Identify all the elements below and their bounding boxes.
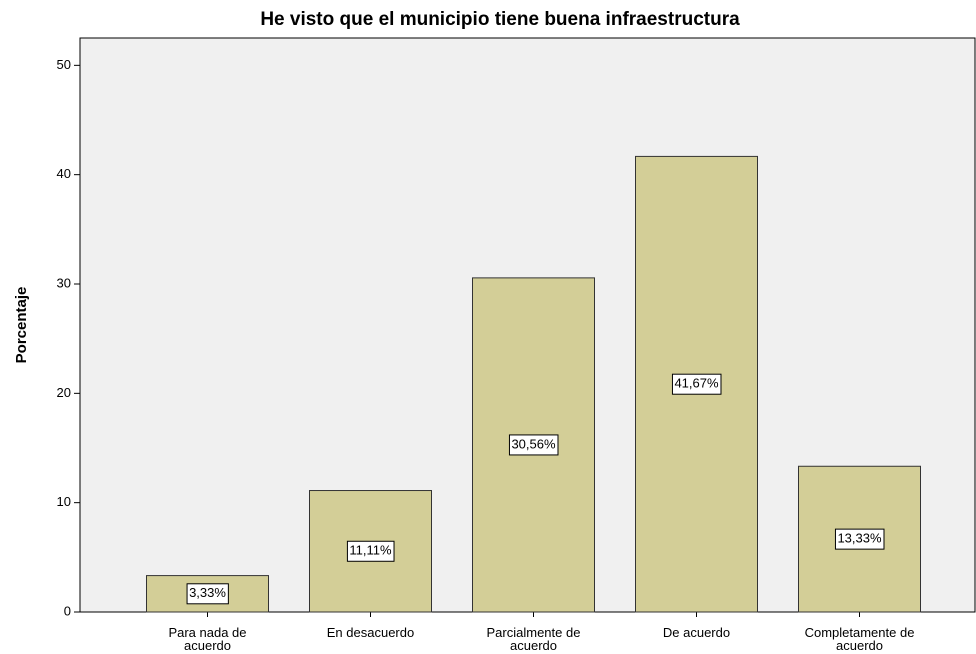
x-tick-label: Para nada de acuerdo — [168, 625, 247, 653]
y-tick-label: 20 — [57, 385, 71, 400]
data-label: 13,33% — [837, 531, 882, 546]
y-tick-label: 10 — [57, 494, 71, 509]
chart-title: He visto que el municipio tiene buena in… — [260, 9, 740, 30]
y-tick-label: 50 — [57, 57, 71, 72]
y-tick-label: 0 — [64, 603, 71, 618]
data-label-box — [508, 434, 559, 456]
x-tick-label: De acuerdo — [662, 625, 731, 640]
data-label: 11,11% — [349, 543, 392, 558]
x-tick-label: En desacuerdo — [326, 625, 415, 640]
y-tick-label: 30 — [57, 275, 71, 290]
data-label: 3,33% — [189, 585, 226, 600]
data-label-box — [346, 540, 395, 562]
data-label-box — [671, 373, 722, 395]
y-axis-label: Porcentaje — [13, 287, 30, 364]
x-tick-label: Parcialmente de acuerdo — [486, 625, 581, 653]
data-label-box — [834, 528, 885, 550]
x-tick-label: Completamente de acuerdo — [804, 625, 915, 653]
data-label: 41,67% — [674, 376, 719, 391]
data-label: 30,56% — [511, 436, 556, 451]
data-label-box — [186, 583, 229, 605]
y-tick-label: 40 — [57, 166, 71, 181]
